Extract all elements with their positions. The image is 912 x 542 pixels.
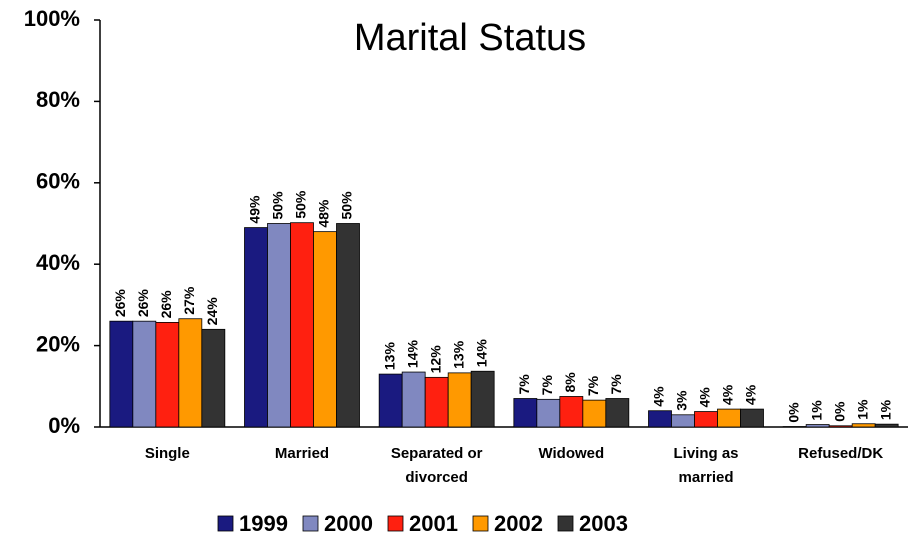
- legend-swatch: [302, 515, 319, 532]
- y-tick-label: 20%: [36, 331, 80, 356]
- bar: [155, 322, 180, 428]
- bar: [694, 411, 718, 428]
- data-label: 4%: [651, 386, 667, 407]
- data-label: 8%: [562, 372, 578, 393]
- data-label: 12%: [427, 345, 443, 374]
- bar: [805, 424, 830, 428]
- data-label: 50%: [270, 191, 286, 220]
- data-label: 4%: [720, 384, 736, 405]
- data-label: 49%: [247, 195, 263, 224]
- data-label: 7%: [608, 374, 624, 395]
- data-label: 50%: [339, 191, 355, 220]
- bar: [447, 372, 472, 428]
- data-label: 0%: [831, 401, 847, 422]
- data-label: 3%: [674, 390, 690, 411]
- bar: [559, 396, 584, 428]
- bar: [244, 227, 268, 428]
- bar: [470, 370, 495, 428]
- x-tick-label: Married: [275, 445, 329, 462]
- data-label: 1%: [854, 399, 870, 420]
- bar: [851, 423, 876, 428]
- bar: [717, 408, 741, 428]
- y-tick-label: 100%: [24, 6, 80, 31]
- data-label: 26%: [135, 289, 151, 318]
- data-label: 50%: [293, 190, 309, 219]
- data-label: 24%: [204, 297, 220, 326]
- bar: [874, 423, 899, 428]
- bar: [313, 231, 337, 428]
- data-label: 26%: [112, 289, 128, 318]
- data-label: 26%: [158, 290, 174, 319]
- legend-label: 2002: [494, 511, 543, 536]
- bar: [178, 318, 203, 428]
- data-label: 1%: [877, 399, 893, 420]
- y-tick-label: 40%: [36, 250, 80, 275]
- legend-label: 2000: [324, 511, 373, 536]
- legend-label: 2001: [409, 511, 458, 536]
- data-label: 4%: [697, 387, 713, 408]
- y-tick-label: 0%: [48, 413, 80, 438]
- data-label: 7%: [516, 374, 532, 395]
- bar: [290, 222, 314, 428]
- bar: [605, 398, 630, 428]
- x-tick-label: Separated or divorced: [391, 445, 483, 486]
- bar: [267, 223, 291, 428]
- bar: [401, 371, 426, 428]
- y-tick-label: 80%: [36, 87, 80, 112]
- legend-label: 1999: [239, 511, 288, 536]
- bar: [378, 373, 403, 428]
- bar: [828, 425, 853, 428]
- bar: [132, 320, 157, 428]
- x-tick-label: Living as married: [673, 445, 738, 486]
- bar: [513, 398, 538, 428]
- bar: [536, 398, 561, 428]
- data-label: 13%: [381, 342, 397, 371]
- x-tick-label: Refused/DK: [798, 445, 883, 462]
- bar: [671, 414, 695, 428]
- bar: [201, 328, 226, 428]
- y-tick-label: 60%: [36, 169, 80, 194]
- x-tick-label: Single: [145, 445, 190, 462]
- bar: [582, 399, 607, 428]
- data-label: 14%: [473, 339, 489, 368]
- x-tick-label: Widowed: [538, 445, 604, 462]
- chart-title: Marital Status: [354, 17, 586, 59]
- data-label: 4%: [743, 384, 759, 405]
- legend-swatch: [217, 515, 234, 532]
- bar: [424, 376, 449, 428]
- legend-swatch: [557, 515, 574, 532]
- legend-swatch: [472, 515, 489, 532]
- legend-label: 2003: [579, 511, 628, 536]
- data-label: 0%: [785, 402, 801, 423]
- data-label: 13%: [450, 340, 466, 369]
- data-label: 7%: [539, 375, 555, 396]
- legend-swatch: [387, 515, 404, 532]
- data-label: 1%: [808, 400, 824, 421]
- bar: [336, 223, 360, 428]
- data-label: 27%: [181, 286, 197, 315]
- bar: [740, 408, 764, 428]
- data-label: 7%: [585, 375, 601, 396]
- data-label: 14%: [404, 339, 420, 368]
- bar: [648, 410, 672, 428]
- data-label: 48%: [316, 199, 332, 228]
- bar: [109, 320, 134, 428]
